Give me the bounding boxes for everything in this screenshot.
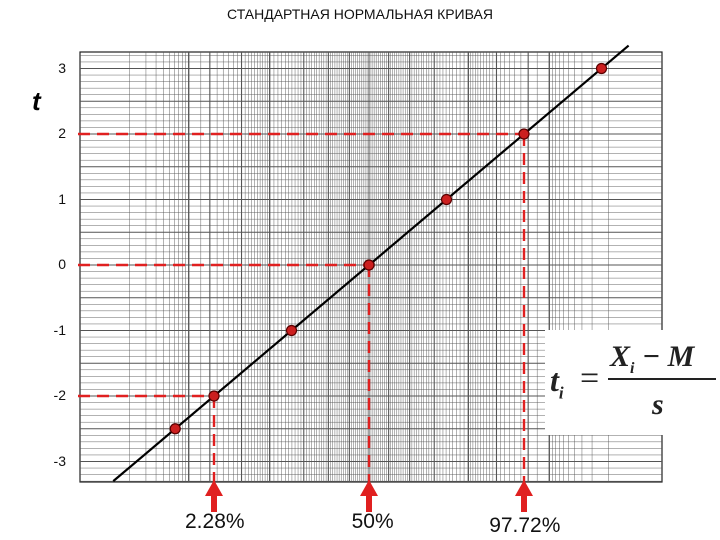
y-tick-label: 3 [58,59,66,76]
formula-panel [545,330,720,435]
y-tick-label: -3 [53,452,66,469]
data-point [595,62,608,75]
y-tick-label: 2 [58,125,66,141]
data-point [518,128,530,140]
formula-lhs: ti [550,362,564,403]
formula-numerator: Xi − M [610,340,695,377]
arrow-shaft [521,494,527,512]
data-point [285,324,298,337]
data-point [208,390,220,402]
data-point [169,423,181,435]
formula-equals: = [580,360,600,397]
chart-title: СТАНДАРТНАЯ НОРМАЛЬНАЯ КРИВАЯ [227,6,493,22]
arrow-head [205,480,223,496]
data-point [440,193,453,206]
data-point [363,259,375,271]
y-tick-label: 0 [58,256,66,272]
formula-denominator: s [652,388,664,421]
y-tick-label: -1 [53,321,66,338]
data-points [169,62,608,435]
percent-label: 2.28% [185,510,245,533]
guide-lines [78,132,526,486]
y-axis-label: t [32,86,41,116]
arrow-head [360,480,378,496]
arrow-shaft [211,494,217,512]
formula-fraction-bar [608,378,716,380]
arrow-head [515,480,533,496]
y-tick-label: -2 [53,387,66,403]
arrow-shaft [366,494,372,512]
percent-label: 50% [351,510,394,533]
percent-label: 97.72% [489,514,561,537]
percent-arrows [205,480,533,512]
y-tick-label: 1 [58,190,66,207]
